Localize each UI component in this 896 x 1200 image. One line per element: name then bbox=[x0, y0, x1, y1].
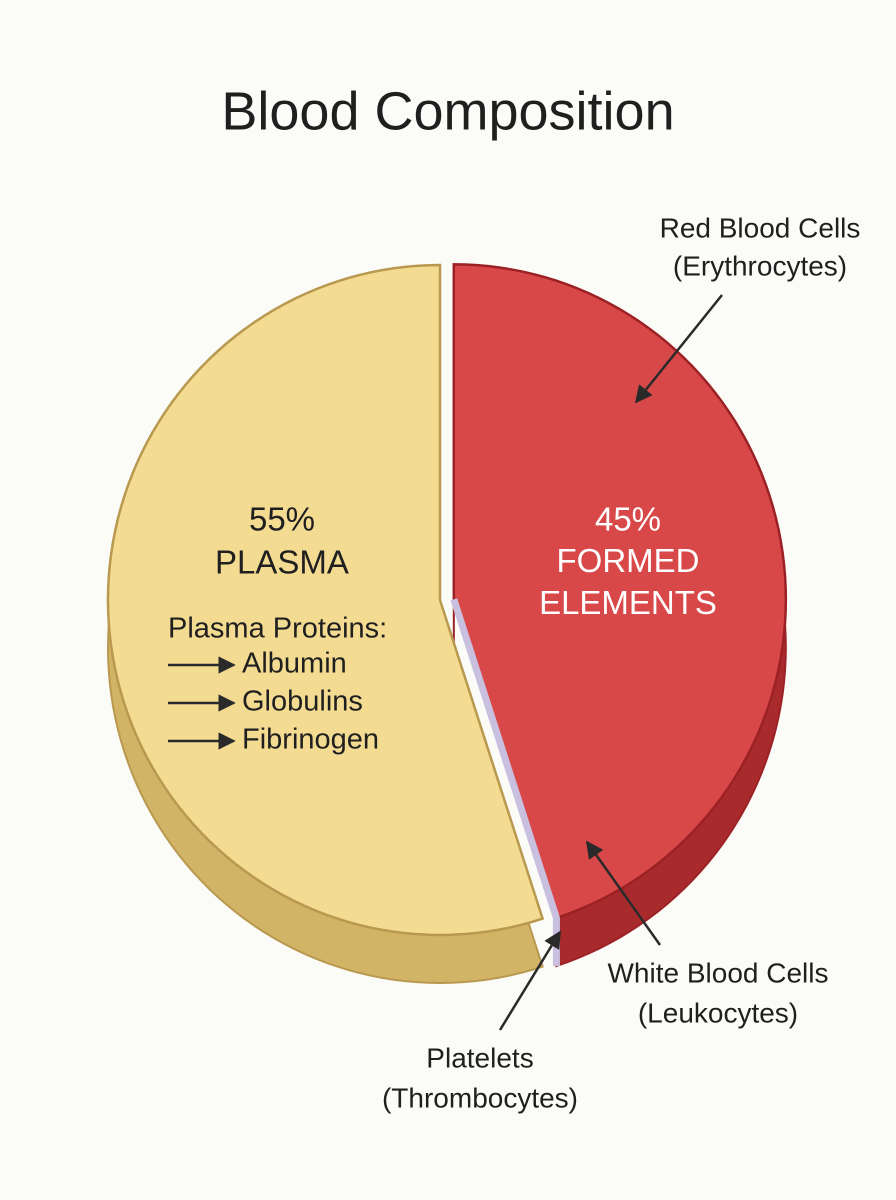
value-label: 45% bbox=[595, 501, 661, 538]
annotation-item: Fibrinogen bbox=[242, 724, 379, 756]
slice bbox=[452, 263, 788, 920]
slice-label: FORMED ELEMENTS bbox=[539, 542, 717, 621]
annotation-item: Globulins bbox=[242, 686, 363, 718]
callout-arrow bbox=[498, 930, 562, 1031]
callout: Platelets bbox=[426, 1042, 533, 1073]
callout: (Leukocytes) bbox=[638, 997, 798, 1028]
callout: (Thrombocytes) bbox=[382, 1082, 578, 1113]
slice bbox=[106, 263, 545, 937]
pie bbox=[106, 263, 788, 985]
annotation-item: Albumin bbox=[242, 648, 347, 680]
callout-arrow bbox=[585, 840, 662, 946]
slice-label: PLASMA bbox=[215, 544, 349, 581]
callout: White Blood Cells bbox=[608, 957, 829, 988]
callout: (Erythrocytes) bbox=[673, 250, 847, 281]
annotation-title: Plasma Proteins: bbox=[168, 613, 387, 645]
value-label: 55% bbox=[249, 501, 315, 538]
callout-arrow bbox=[634, 294, 723, 404]
chart-title: Blood Composition bbox=[221, 81, 674, 141]
callout: Red Blood Cells bbox=[660, 212, 861, 243]
